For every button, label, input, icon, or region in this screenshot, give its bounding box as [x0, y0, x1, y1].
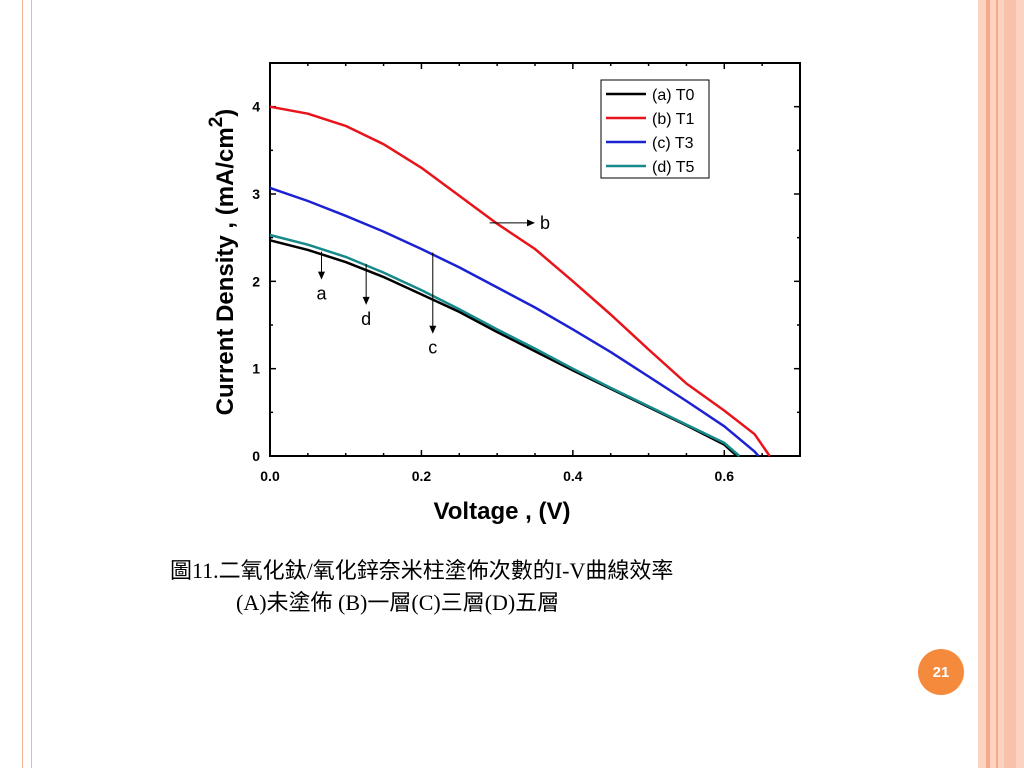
- axis-ticks: [269, 62, 801, 457]
- annotation-arrow-head: [429, 325, 437, 334]
- legend-label: (b) T1: [652, 111, 694, 128]
- legend-label: (d) T5: [652, 159, 694, 176]
- iv-curve-chart: 0.0 0.2 0.4 0.6 0 1 2 3 4 a d c b Voltage , (V) Cu…: [206, 62, 801, 525]
- x-axis-label: Voltage , (V): [434, 498, 571, 525]
- page-number-badge: 21: [918, 649, 964, 695]
- legend: (a) T0 (b) T1 (c) T3 (d) T5: [600, 79, 710, 179]
- legend-label: (c) T3: [652, 135, 694, 152]
- left-decorative-border: [22, 0, 32, 768]
- y-axis-label: Current Density , (mA/cm2): [206, 109, 239, 416]
- figure-caption: 圖11.二氧化鈦/氧化鋅奈米柱塗佈次數的I-V曲線效率 (A)未塗佈 (B)一層…: [170, 555, 870, 619]
- y-tick-label: 1: [252, 361, 260, 377]
- y-axis-label-close: ): [212, 109, 239, 117]
- series-lines: [269, 105, 771, 457]
- series-line-4: [269, 233, 741, 457]
- series-line-3: [269, 186, 760, 457]
- annotation-label-b: b: [540, 213, 550, 233]
- y-tick-label: 0: [252, 448, 260, 464]
- x-tick-label: 0.0: [260, 468, 280, 484]
- annotation-label-d: d: [361, 309, 371, 329]
- y-tick-labels: 0 1 2 3 4: [252, 99, 260, 464]
- caption-line-2: (A)未塗佈 (B)一層(C)三層(D)五層: [236, 590, 560, 615]
- series-line-1: [269, 239, 738, 457]
- y-tick-label: 4: [252, 99, 260, 115]
- x-tick-label: 0.2: [412, 468, 432, 484]
- x-tick-labels: 0.0 0.2 0.4 0.6: [260, 468, 734, 484]
- series-line-2: [269, 105, 771, 457]
- x-tick-label: 0.4: [563, 468, 583, 484]
- y-axis-label-main: Current Density , (mA/cm: [212, 127, 239, 415]
- caption-line-1: 圖11.二氧化鈦/氧化鋅奈米柱塗佈次數的I-V曲線效率: [170, 558, 674, 583]
- annotation-arrow-head: [362, 296, 370, 305]
- annotation-label-c: c: [428, 338, 437, 358]
- y-axis-label-superscript: 2: [206, 117, 227, 128]
- annotation-label-a: a: [316, 284, 327, 304]
- curve-annotations: a d c b: [316, 213, 550, 358]
- y-tick-label: 2: [252, 273, 260, 289]
- x-tick-label: 0.6: [715, 468, 735, 484]
- annotation-arrow-head: [527, 219, 535, 227]
- annotation-arrow-head: [317, 271, 325, 280]
- right-decorative-border: [978, 0, 1024, 768]
- y-tick-label: 3: [252, 186, 260, 202]
- legend-box: [600, 79, 710, 179]
- legend-label: (a) T0: [652, 87, 694, 104]
